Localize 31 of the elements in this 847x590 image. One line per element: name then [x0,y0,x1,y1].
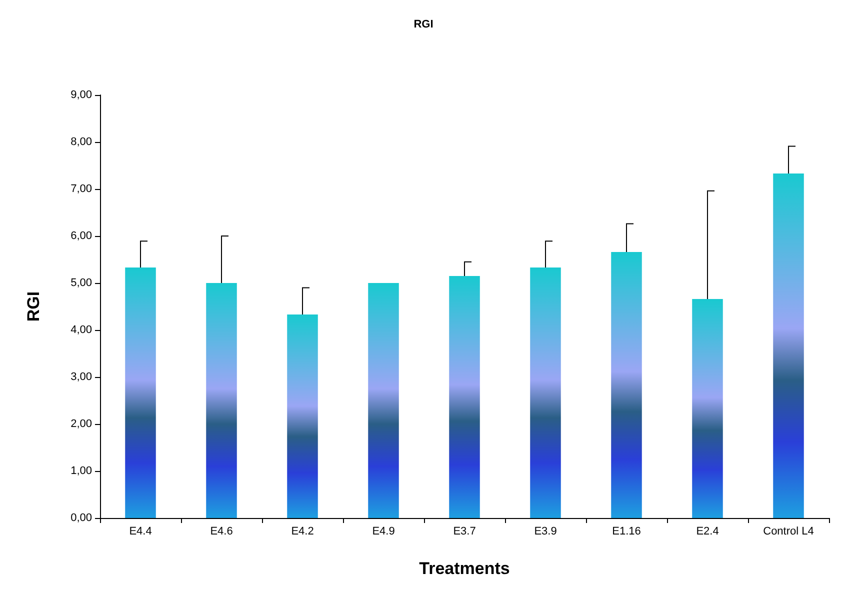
x-axis-title: Treatments [419,559,510,578]
y-tick-label: 5,00 [70,277,92,289]
bar [611,252,642,518]
y-tick-label: 3,00 [70,371,92,383]
y-tick-label: 2,00 [70,418,92,430]
y-tick-label: 4,00 [70,324,92,336]
y-tick-label: 7,00 [70,183,92,195]
y-axis-title: RGI [24,291,43,322]
bar [449,276,480,518]
bar [530,267,561,518]
x-tick-label: E4.4 [129,526,152,538]
y-tick-label: 1,00 [70,465,92,477]
y-tick-label: 0,00 [70,512,92,524]
y-tick-label: 8,00 [70,136,92,148]
chart-title: RGI [414,18,434,30]
x-tick-label: Control L4 [763,526,814,538]
bar [692,298,723,518]
bar [125,267,156,518]
bar [206,283,237,518]
x-tick-label: E1.16 [612,526,641,538]
x-tick-label: E3.9 [534,526,557,538]
x-tick-label: E4.2 [291,526,314,538]
y-tick-label: 9,00 [70,89,92,101]
bar [287,314,318,518]
bar [773,173,804,518]
x-tick-label: E2.4 [696,526,719,538]
x-tick-label: E4.9 [372,526,395,538]
x-tick-label: E3.7 [453,526,476,538]
x-tick-label: E4.6 [210,526,233,538]
y-tick-label: 6,00 [70,230,92,242]
bar [368,283,399,518]
